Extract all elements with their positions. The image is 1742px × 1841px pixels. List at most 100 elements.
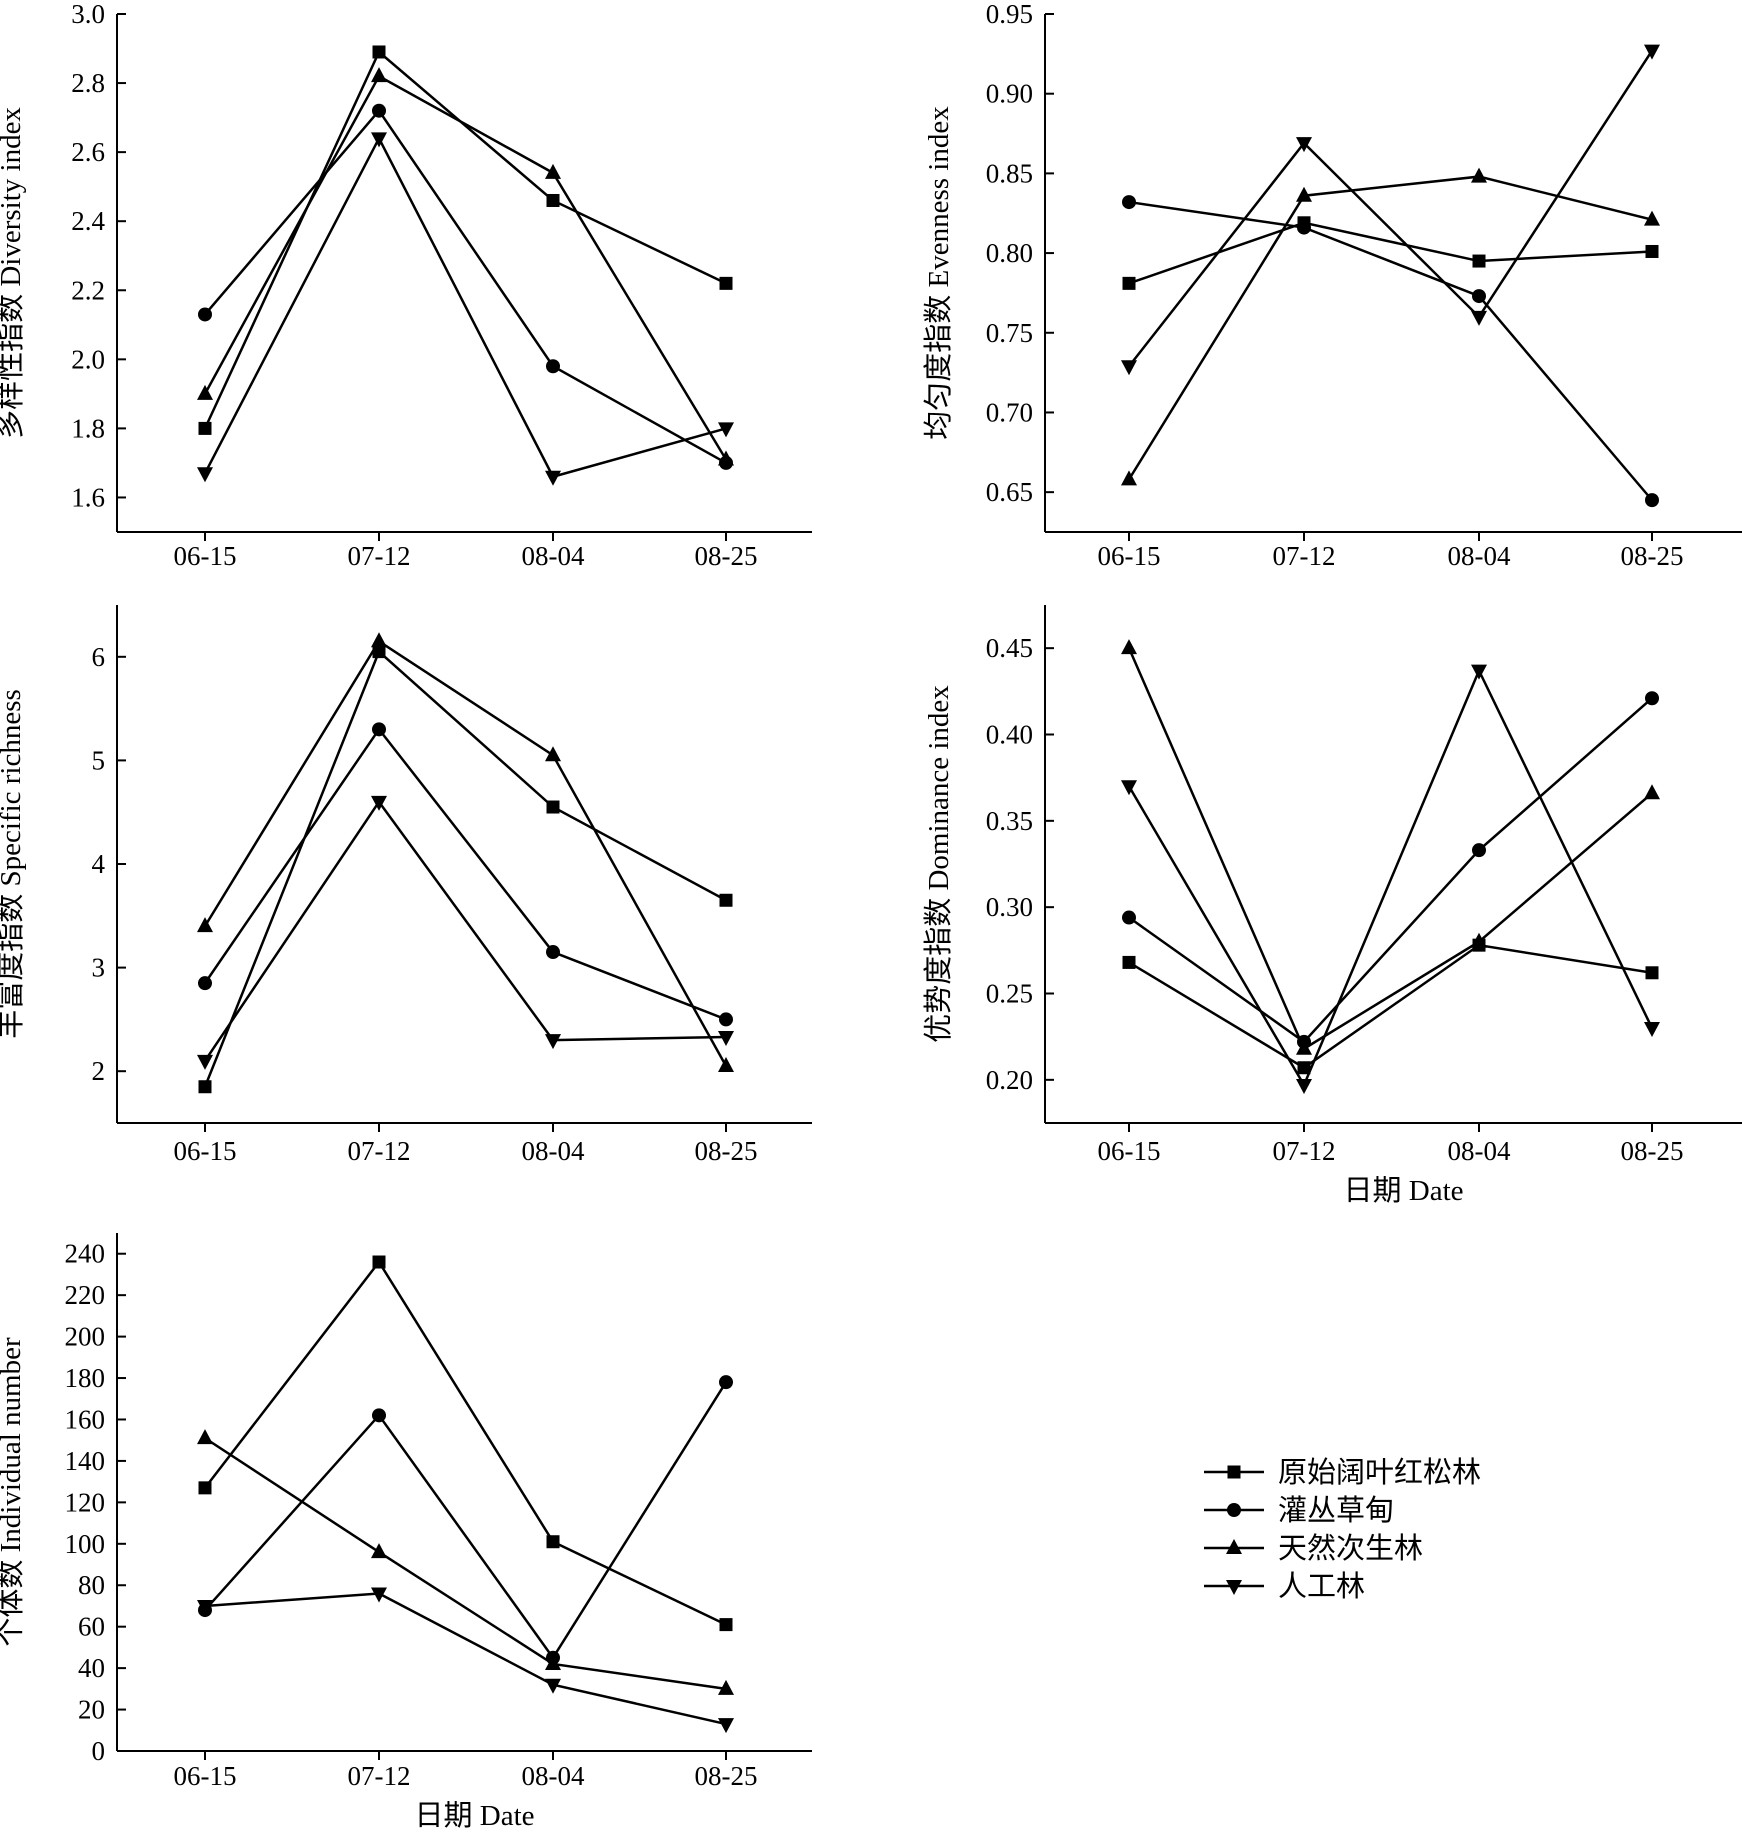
x-tick-label: 08-25 xyxy=(695,541,758,571)
data-point xyxy=(546,800,560,814)
data-point xyxy=(1471,167,1487,183)
x-tick-label: 07-12 xyxy=(1273,1136,1336,1166)
y-tick-label: 0.75 xyxy=(986,318,1033,348)
y-tick-label: 0.45 xyxy=(986,633,1033,663)
chart-panel-evenness: 0.65 0.70 0.75 0.80 0.85 0.90 0.95 06-15 07-12 08… xyxy=(922,0,1742,571)
y-tick-label: 180 xyxy=(65,1363,106,1393)
data-point xyxy=(1471,310,1487,326)
data-point xyxy=(1121,470,1137,486)
data-point xyxy=(1296,137,1312,153)
legend-marker xyxy=(1227,1503,1241,1517)
data-point xyxy=(197,384,213,400)
data-point xyxy=(198,421,212,435)
x-tick-label: 08-04 xyxy=(522,1761,585,1791)
data-point xyxy=(545,163,561,179)
data-point xyxy=(719,1618,733,1632)
x-tick-label: 07-12 xyxy=(348,1136,411,1166)
data-point xyxy=(719,276,733,290)
data-point xyxy=(1472,843,1486,858)
y-tick-label: 40 xyxy=(78,1653,105,1683)
y-tick-label: 0.20 xyxy=(986,1065,1033,1095)
y-tick-label: 0 xyxy=(92,1736,106,1766)
data-point xyxy=(718,1679,734,1695)
y-tick-label: 0.65 xyxy=(986,477,1033,507)
data-point xyxy=(719,893,733,907)
series-line xyxy=(1127,667,1654,1088)
data-point xyxy=(719,1012,733,1027)
data-point xyxy=(372,103,386,118)
x-tick-label: 08-04 xyxy=(1448,1136,1511,1166)
data-point xyxy=(371,67,387,83)
y-tick-label: 140 xyxy=(65,1446,106,1476)
y-tick-label: 0.90 xyxy=(986,79,1033,109)
data-point xyxy=(546,359,560,374)
data-point xyxy=(372,45,386,59)
data-point xyxy=(197,917,213,933)
data-point xyxy=(1122,276,1136,290)
data-point xyxy=(1297,220,1311,235)
legend-label: 灌丛草甸 xyxy=(1278,1494,1394,1527)
data-point xyxy=(371,1543,387,1559)
series-line xyxy=(204,1381,728,1661)
data-point xyxy=(1122,910,1136,925)
y-tick-label: 2.6 xyxy=(71,137,105,167)
y-tick-label: 2.8 xyxy=(71,68,105,98)
y-tick-label: 2 xyxy=(92,1056,106,1086)
y-tick-label: 2.4 xyxy=(71,206,105,236)
data-point xyxy=(1645,493,1659,508)
x-tick-label: 08-25 xyxy=(695,1761,758,1791)
data-point xyxy=(197,1054,213,1070)
data-point xyxy=(545,1654,561,1670)
legend-label: 人工林 xyxy=(1278,1570,1365,1603)
x-tick-label: 06-15 xyxy=(174,1136,237,1166)
data-point xyxy=(198,307,212,322)
data-point xyxy=(371,132,387,148)
data-point xyxy=(1471,664,1487,680)
data-point xyxy=(546,193,560,207)
data-point xyxy=(1471,932,1487,948)
x-tick-label: 07-12 xyxy=(348,541,411,571)
x-tick-label: 06-15 xyxy=(1098,541,1161,571)
x-axis-label: 日期 Date xyxy=(415,1800,535,1832)
y-tick-label: 5 xyxy=(92,745,106,775)
y-tick-label: 4 xyxy=(92,849,106,879)
data-point xyxy=(1121,360,1137,376)
y-tick-label: 1.6 xyxy=(71,482,105,512)
series-line xyxy=(203,74,728,461)
data-point xyxy=(545,1678,561,1694)
y-tick-label: 0.25 xyxy=(986,979,1033,1009)
series-line xyxy=(203,49,727,429)
x-axis-label: 日期 Date xyxy=(1344,1175,1464,1207)
series-line xyxy=(203,639,728,1067)
series-line xyxy=(203,649,727,1088)
data-point xyxy=(1121,780,1137,796)
data-point xyxy=(1296,186,1312,202)
y-tick-label: 60 xyxy=(78,1612,105,1642)
series-line xyxy=(1128,221,1653,285)
data-point xyxy=(718,450,734,466)
series-line xyxy=(1127,647,1653,1051)
y-tick-label: 2.0 xyxy=(71,344,105,374)
data-point xyxy=(197,467,213,483)
data-point xyxy=(371,1587,387,1603)
legend-label: 天然次生林 xyxy=(1278,1532,1423,1565)
chart-panel-richness: 2 3 4 5 6 06-15 07-12 08-04 08-25 丰富度指数 Specific … xyxy=(0,605,812,1166)
series-line xyxy=(203,727,727,1021)
series-line xyxy=(203,799,727,1062)
y-tick-label: 2.2 xyxy=(71,275,105,305)
data-point xyxy=(1645,244,1659,258)
series-line xyxy=(203,135,727,479)
chart-panel-individual-number: 0 20 40 60 80 100 120 140 160 180 200 220 240 06-15 07… xyxy=(0,1233,812,1832)
chart-panel-dominance: 0.20 0.25 0.30 0.35 0.40 0.45 06-15 07-12 08-04 0… xyxy=(922,605,1742,1207)
data-point xyxy=(1645,691,1659,706)
data-point xyxy=(372,1255,386,1269)
y-axis-label: 均匀度指数 Evenness index xyxy=(922,106,955,440)
y-tick-label: 100 xyxy=(65,1529,106,1559)
data-point xyxy=(1472,289,1486,304)
x-tick-label: 08-04 xyxy=(1448,541,1511,571)
series-line xyxy=(204,1259,727,1626)
x-tick-label: 08-04 xyxy=(522,541,585,571)
data-point xyxy=(198,976,212,991)
